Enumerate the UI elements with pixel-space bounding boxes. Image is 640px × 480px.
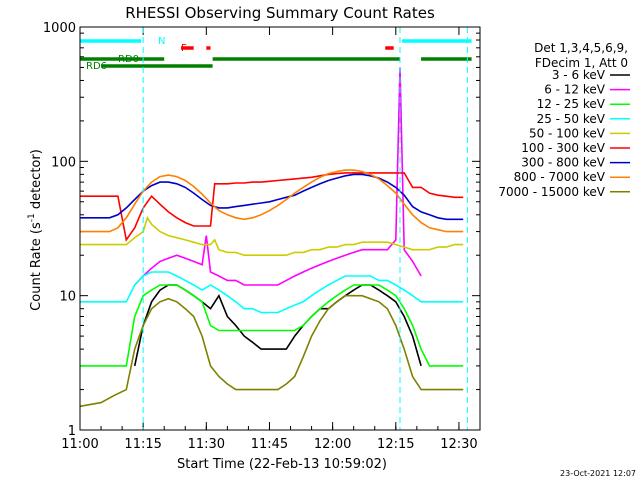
x-tick-label: 12:30 bbox=[440, 437, 477, 452]
series-line-7 bbox=[80, 169, 464, 233]
state-bar-label: N bbox=[158, 36, 165, 47]
state-bar-label: RD6 bbox=[86, 61, 107, 72]
y-tick-label: 1000 bbox=[43, 21, 76, 36]
series-lines bbox=[79, 67, 464, 408]
y-label-prefix: Count Rate (s bbox=[29, 222, 44, 311]
y-label-sup: -1 bbox=[27, 213, 37, 222]
y-tick-label: 1 bbox=[68, 424, 76, 439]
legend-title-line: Det 1,3,4,5,6,9, bbox=[534, 41, 628, 55]
x-tick-label: 11:30 bbox=[188, 437, 225, 452]
x-tick-label: 12:00 bbox=[314, 437, 351, 452]
axis-ticks: 11:00 11:15 11:30 11:45 12:00 12:15 12:30 1 10 10… bbox=[43, 21, 481, 452]
state-bar-label: F bbox=[181, 43, 187, 54]
x-tick-label: 11:45 bbox=[251, 437, 288, 452]
series-line-4 bbox=[80, 215, 464, 256]
legend-title-line: FDecim 1, Att 0 bbox=[535, 56, 628, 70]
legend-entry-label: 300 - 800 keV bbox=[521, 156, 605, 170]
y-axis-label: Count Rate (s-1 detector) bbox=[27, 149, 44, 311]
legend-entry-label: 3 - 6 keV bbox=[552, 68, 606, 82]
legend-entry-label: 800 - 7000 keV bbox=[514, 170, 606, 184]
saa-markers bbox=[142, 27, 468, 430]
series-line-3 bbox=[80, 271, 464, 314]
legend-entry-label: 100 - 300 keV bbox=[521, 141, 605, 155]
x-tick-label: 11:00 bbox=[61, 437, 98, 452]
x-tick-label: 11:15 bbox=[124, 437, 161, 452]
legend-entry-label: 12 - 25 keV bbox=[537, 97, 606, 111]
legend-entry-label: 6 - 12 keV bbox=[544, 83, 606, 97]
chart-title: RHESSI Observing Summary Count Rates bbox=[125, 4, 435, 22]
series-line-2 bbox=[80, 284, 464, 367]
legend-entry-label: 50 - 100 keV bbox=[529, 126, 606, 140]
y-label-end: ) bbox=[29, 149, 44, 154]
y-label-suffix: detector bbox=[29, 154, 44, 214]
x-tick-label: 12:15 bbox=[377, 437, 414, 452]
legend-entry-label: 7000 - 15000 keV bbox=[498, 185, 605, 199]
y-tick-label: 100 bbox=[51, 155, 76, 170]
series-line-8 bbox=[79, 294, 464, 408]
state-bar-label: RD0 bbox=[118, 54, 139, 65]
series-line-6 bbox=[80, 173, 464, 221]
legend: Det 1,3,4,5,6,9,FDecim 1, Att 03 - 6 keV… bbox=[498, 41, 630, 199]
series-line-1 bbox=[134, 67, 422, 286]
x-axis-label: Start Time (22-Feb-13 10:59:02) bbox=[177, 457, 387, 472]
legend-entry-label: 25 - 50 keV bbox=[537, 112, 606, 126]
observing-state-bars: N F RD0 RD6 bbox=[80, 36, 472, 72]
plot-frame bbox=[79, 26, 481, 431]
y-tick-label: 10 bbox=[59, 290, 76, 305]
series-line-0 bbox=[133, 284, 422, 367]
footer-date: 23-Oct-2021 12:07 bbox=[560, 469, 636, 478]
